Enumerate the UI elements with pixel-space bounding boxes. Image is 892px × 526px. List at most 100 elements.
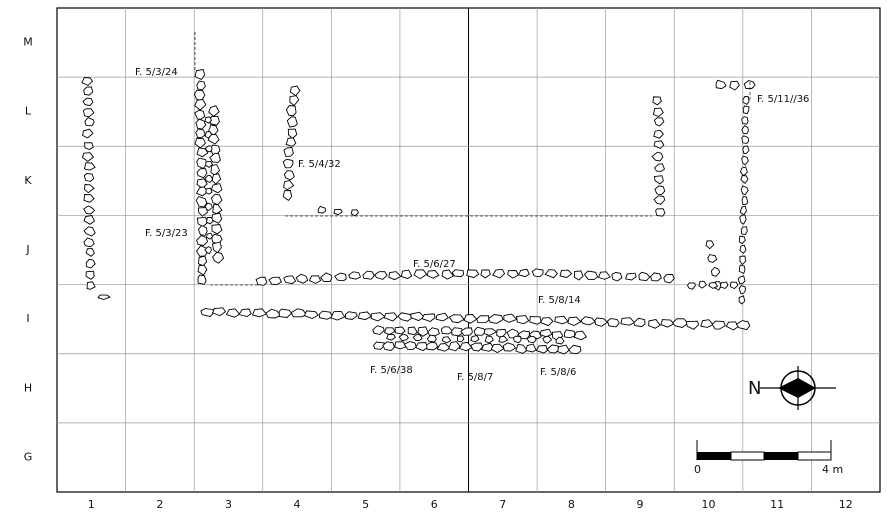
stone bbox=[383, 327, 396, 335]
stone bbox=[205, 216, 214, 225]
stone bbox=[97, 294, 111, 300]
stone bbox=[282, 190, 293, 202]
stone bbox=[82, 97, 94, 107]
stone bbox=[278, 308, 293, 318]
stone bbox=[84, 142, 94, 150]
walls bbox=[81, 68, 756, 355]
stone bbox=[83, 184, 95, 194]
stone bbox=[196, 168, 208, 179]
stone bbox=[195, 186, 209, 197]
stone bbox=[655, 208, 666, 217]
column-label: 7 bbox=[499, 498, 506, 511]
stone bbox=[512, 335, 522, 344]
stone bbox=[648, 319, 661, 329]
stone bbox=[194, 137, 207, 149]
stone bbox=[638, 271, 651, 282]
stone bbox=[225, 308, 241, 318]
stone bbox=[740, 226, 748, 235]
stone bbox=[435, 312, 449, 322]
stone bbox=[448, 314, 465, 324]
stone bbox=[204, 202, 213, 211]
stone bbox=[594, 317, 608, 327]
stone bbox=[573, 270, 584, 281]
scale-segment bbox=[797, 451, 832, 461]
stone bbox=[83, 173, 95, 182]
column-label: 4 bbox=[294, 498, 301, 511]
stone bbox=[685, 320, 700, 330]
stone bbox=[708, 282, 719, 289]
stone bbox=[211, 241, 222, 254]
stone bbox=[357, 311, 373, 321]
row-label: K bbox=[24, 174, 32, 187]
stone bbox=[451, 269, 465, 278]
stone bbox=[403, 341, 417, 351]
stone bbox=[255, 276, 268, 286]
stone bbox=[741, 155, 749, 166]
stone bbox=[606, 318, 620, 328]
stone bbox=[350, 209, 360, 217]
column-label: 1 bbox=[88, 498, 95, 511]
stone bbox=[710, 266, 721, 277]
stone bbox=[568, 344, 582, 355]
stone bbox=[212, 251, 225, 264]
stone bbox=[484, 335, 494, 344]
stone bbox=[515, 344, 528, 354]
feature-label: F. 5/6/27 bbox=[413, 259, 456, 270]
stone bbox=[686, 282, 696, 290]
stone bbox=[373, 341, 385, 350]
scale-segment bbox=[730, 451, 765, 461]
stone bbox=[653, 175, 664, 185]
stone bbox=[663, 274, 675, 284]
stone bbox=[741, 196, 749, 205]
stone bbox=[383, 312, 398, 322]
stone bbox=[397, 312, 413, 322]
scale-end: 4 m bbox=[822, 463, 843, 476]
stone bbox=[738, 295, 746, 305]
stone bbox=[460, 327, 473, 336]
stone bbox=[502, 342, 517, 352]
stone bbox=[470, 335, 480, 343]
stone bbox=[620, 317, 636, 326]
stone bbox=[490, 343, 505, 354]
column-label: 10 bbox=[702, 498, 716, 511]
stone bbox=[611, 272, 623, 282]
feature-label: F. 5/4/32 bbox=[298, 159, 341, 170]
stone bbox=[427, 327, 440, 337]
stone bbox=[85, 270, 95, 280]
stone bbox=[84, 117, 95, 127]
stone bbox=[388, 271, 402, 281]
row-label: J bbox=[25, 243, 29, 256]
stone bbox=[83, 86, 94, 96]
stone bbox=[285, 137, 297, 147]
stone bbox=[567, 316, 582, 326]
stone bbox=[653, 140, 665, 149]
stone bbox=[546, 344, 559, 354]
stone bbox=[413, 269, 428, 280]
stone bbox=[573, 330, 588, 341]
stone bbox=[544, 269, 558, 279]
stone bbox=[507, 270, 519, 279]
stone bbox=[738, 235, 746, 245]
stone bbox=[400, 269, 413, 280]
north-label: N bbox=[748, 378, 761, 399]
stone bbox=[741, 124, 749, 135]
stone bbox=[197, 224, 208, 236]
stone bbox=[196, 216, 209, 228]
stone bbox=[204, 131, 213, 139]
stone bbox=[303, 310, 320, 319]
stone bbox=[700, 319, 714, 328]
stone bbox=[597, 271, 611, 280]
stone bbox=[456, 335, 465, 343]
stone bbox=[372, 325, 385, 335]
stone bbox=[205, 187, 213, 195]
stone bbox=[412, 333, 423, 342]
stone bbox=[333, 208, 343, 216]
stone bbox=[205, 232, 214, 240]
stone bbox=[204, 246, 212, 255]
stone bbox=[398, 333, 409, 342]
stone bbox=[208, 105, 220, 117]
stone bbox=[362, 270, 375, 280]
stone bbox=[195, 196, 208, 208]
stone bbox=[83, 205, 96, 215]
stone bbox=[480, 269, 491, 279]
